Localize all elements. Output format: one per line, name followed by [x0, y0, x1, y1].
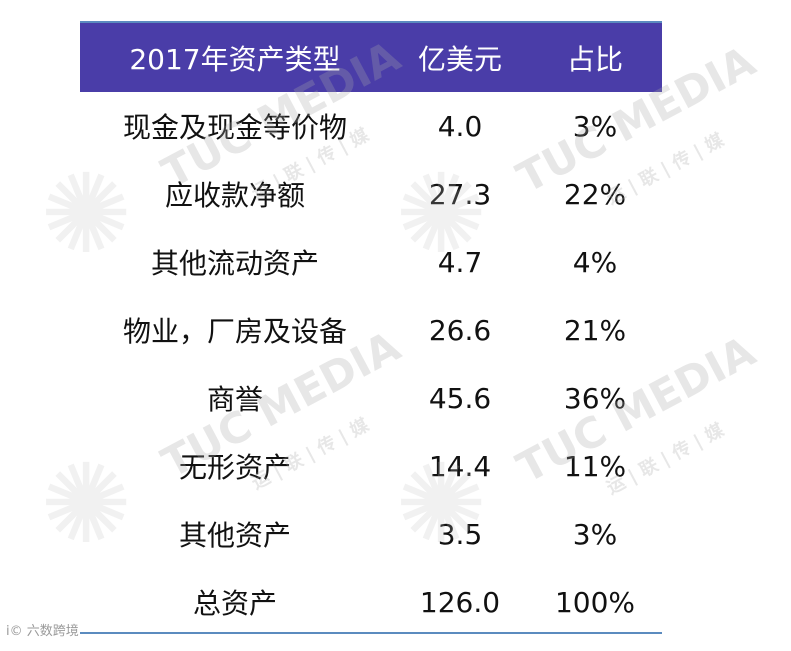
table-row: 其他流动资产 4.7 4% [80, 228, 662, 296]
cell-share: 22% [563, 177, 627, 211]
cell-amount: 14.4 [428, 449, 492, 483]
cell-share: 21% [563, 313, 627, 347]
cell-amount: 4.0 [437, 109, 483, 143]
table-row: 物业，厂房及设备 26.6 21% [80, 296, 662, 364]
cell-share: 11% [563, 449, 627, 483]
table-row: 现金及现金等价物 4.0 3% [80, 92, 662, 160]
table-row: 无形资产 14.4 11% [80, 432, 662, 500]
cell-share: 3% [572, 517, 618, 551]
cell-asset-type: 总资产 [192, 587, 277, 620]
cell-amount: 4.7 [437, 245, 483, 279]
cell-share: 3% [572, 109, 618, 143]
cell-share: 36% [563, 381, 627, 415]
cell-share: 4% [572, 245, 618, 279]
cell-amount: 126.0 [419, 585, 501, 619]
header-amount: 亿美元 [417, 42, 502, 76]
table-header: 2017年资产类型 亿美元 占比 [80, 23, 662, 92]
header-asset-type: 2017年资产类型 [129, 42, 341, 76]
table-row: 其他资产 3.5 3% [80, 500, 662, 568]
table-row-total: 总资产 126.0 100% [80, 568, 662, 636]
cell-share: 100% [554, 585, 636, 619]
cell-amount: 45.6 [428, 381, 492, 415]
table-row: 应收款净额 27.3 22% [80, 160, 662, 228]
cell-asset-type: 商誉 [206, 383, 263, 416]
cell-asset-type: 应收款净额 [164, 179, 305, 212]
bottom-rule [80, 632, 662, 634]
cell-asset-type: 其他资产 [178, 519, 291, 552]
cell-asset-type: 现金及现金等价物 [122, 111, 347, 144]
cell-asset-type: 无形资产 [178, 451, 291, 484]
table-row: 商誉 45.6 36% [80, 364, 662, 432]
cell-amount: 3.5 [437, 517, 483, 551]
cell-asset-type: 其他流动资产 [150, 247, 319, 280]
table-body: 现金及现金等价物 4.0 3% 应收款净额 27.3 22% 其他流动资产 4.… [80, 92, 662, 636]
cell-amount: 26.6 [428, 313, 492, 347]
cell-asset-type: 物业，厂房及设备 [122, 315, 347, 348]
cell-amount: 27.3 [428, 177, 492, 211]
header-share: 占比 [566, 42, 623, 76]
source-watermark: i© 六数跨境 [6, 624, 79, 639]
top-rule [80, 21, 662, 23]
